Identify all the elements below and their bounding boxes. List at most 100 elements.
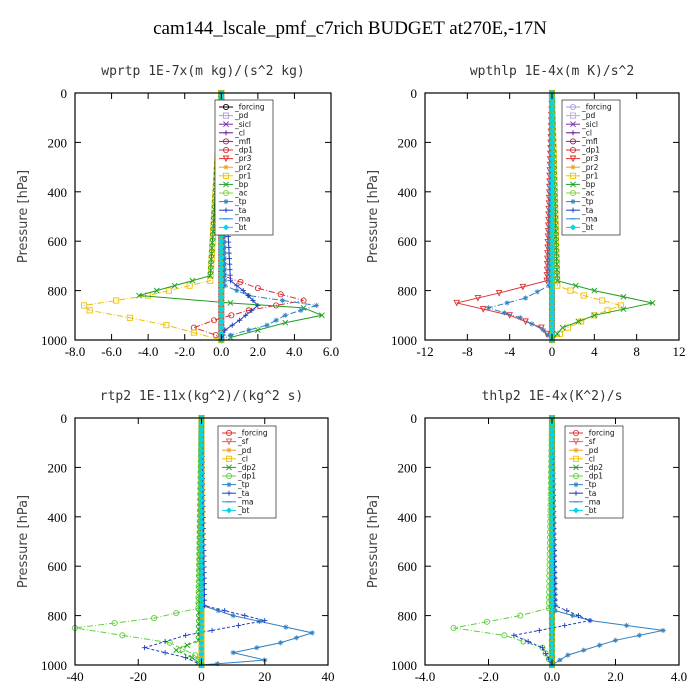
data-point: [218, 172, 225, 179]
series-cl: [548, 414, 556, 669]
legend-entry: _pr2: [581, 163, 599, 172]
data-point: [549, 156, 555, 162]
data-point: [218, 95, 225, 102]
y-tick-label: 600: [48, 234, 68, 249]
data-point: [550, 503, 557, 509]
data-point: [199, 470, 205, 476]
data-point: [218, 330, 225, 337]
data-point: [548, 491, 556, 498]
data-point: [218, 293, 225, 300]
data-point: [548, 486, 556, 493]
data-point: [548, 639, 556, 647]
data-point: [545, 216, 552, 224]
data-point: [549, 161, 555, 168]
data-point: [547, 480, 554, 487]
data-point: [198, 502, 205, 510]
data-point: [215, 139, 222, 146]
data-point: [548, 601, 556, 608]
data-point: [197, 470, 204, 477]
legend-entry: _bp: [581, 180, 596, 189]
data-point: [549, 536, 555, 542]
data-point: [218, 172, 224, 178]
data-point: [548, 123, 555, 129]
data-point: [197, 504, 204, 510]
data-point: [218, 166, 225, 173]
data-point: [549, 260, 555, 266]
data-point: [218, 330, 225, 337]
data-point: [198, 640, 205, 646]
data-point: [546, 556, 553, 563]
data-point: [218, 293, 225, 300]
data-point: [198, 557, 205, 564]
data-point: [549, 183, 555, 189]
data-point: [218, 101, 225, 107]
data-point: [548, 298, 556, 305]
data-point: [214, 156, 221, 163]
data-point: [549, 90, 555, 96]
data-point: [548, 315, 556, 322]
series-pr3: [217, 89, 225, 344]
data-point: [218, 254, 225, 261]
data-point: [548, 144, 556, 151]
data-point: [198, 458, 205, 465]
data-point: [218, 306, 224, 312]
data-point: [548, 161, 554, 168]
data-point: [549, 514, 555, 520]
data-point: [548, 205, 556, 212]
data-point: [218, 249, 225, 256]
data-point: [199, 454, 205, 460]
data-point: [218, 282, 225, 289]
data-point: [218, 122, 225, 129]
series-line: [512, 417, 592, 666]
data-point: [548, 320, 556, 327]
data-point: [220, 172, 226, 179]
data-point: [549, 139, 555, 146]
data-point: [217, 199, 225, 207]
data-point: [313, 302, 319, 309]
data-point: [218, 161, 225, 168]
data-point: [624, 622, 630, 629]
data-point: [548, 447, 556, 454]
data-point: [550, 459, 556, 465]
legend-marker: [570, 181, 576, 188]
series-ta: [511, 415, 593, 668]
data-point: [218, 166, 225, 173]
data-point: [548, 304, 556, 311]
legend-marker: [222, 172, 230, 179]
data-point: [549, 172, 555, 179]
data-point: [547, 123, 555, 130]
x-tick-label: -4.0: [415, 669, 436, 684]
data-point: [549, 298, 555, 305]
data-point: [549, 612, 555, 619]
data-point: [549, 200, 555, 206]
data-point: [210, 223, 217, 229]
data-point: [548, 238, 556, 245]
data-point: [218, 287, 225, 294]
data-point: [548, 194, 556, 201]
series-line: [220, 92, 259, 341]
data-point: [200, 481, 206, 487]
data-point: [210, 317, 218, 324]
data-point: [218, 144, 225, 151]
data-point: [548, 166, 556, 173]
data-point: [226, 256, 232, 262]
data-point: [548, 453, 556, 460]
data-point: [548, 112, 555, 119]
data-point: [554, 277, 561, 284]
data-point: [549, 106, 555, 113]
data-point: [198, 459, 205, 465]
data-point: [189, 654, 195, 661]
data-point: [549, 134, 555, 140]
data-point: [198, 447, 205, 454]
series-line: [138, 92, 324, 339]
data-point: [549, 238, 555, 244]
data-point: [551, 558, 558, 565]
data-point: [300, 297, 307, 304]
data-point: [217, 122, 225, 130]
data-point: [228, 312, 235, 319]
data-point: [218, 177, 225, 184]
data-point: [197, 447, 205, 454]
data-point: [217, 221, 225, 229]
data-point: [218, 177, 225, 184]
data-point: [549, 331, 555, 338]
